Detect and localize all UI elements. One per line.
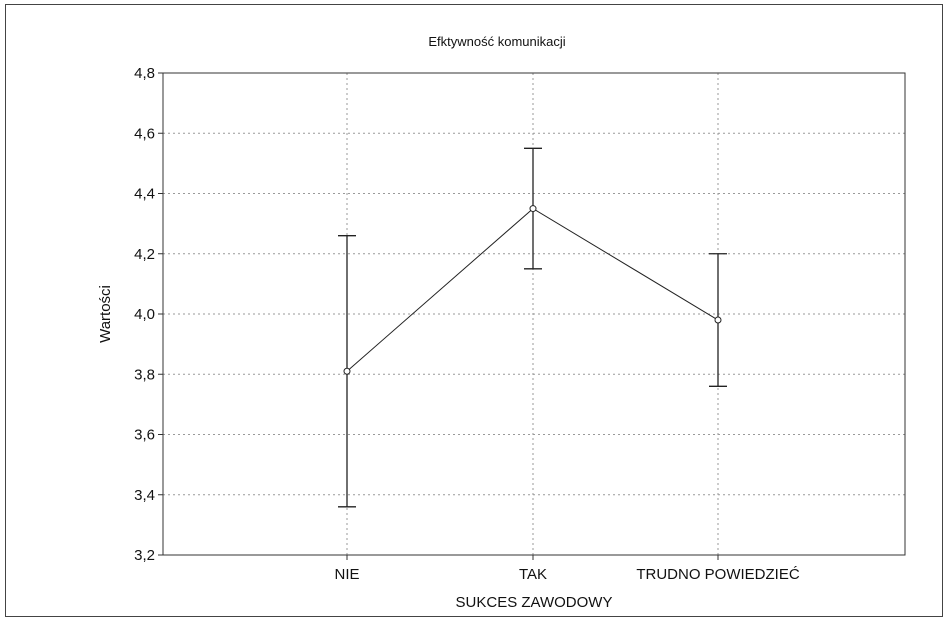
y-tick-label: 4,0	[134, 306, 155, 323]
y-tick-label: 3,8	[134, 366, 155, 383]
y-axis: 3,2 3,4 3,6 3,8 4,0 4,2 4,4 4,6 4,8	[134, 65, 163, 564]
y-tick-label: 4,2	[134, 246, 155, 263]
series-layer	[338, 147, 727, 508]
y-tick-label: 3,4	[134, 487, 155, 504]
y-tick-label: 3,6	[134, 427, 155, 444]
chart-frame	[5, 4, 943, 617]
x-axis: NIE TAK TRUDNO POWIEDZIEĆ	[334, 555, 800, 583]
data-point	[714, 316, 722, 324]
x-tick-label: TAK	[519, 566, 547, 583]
y-tick-label: 4,4	[134, 186, 155, 203]
chart-title: Efktywność komunikacji	[428, 34, 565, 49]
x-axis-label: SUKCES ZAWODOWY	[456, 594, 613, 611]
x-tick-label: TRUDNO POWIEDZIEĆ	[636, 566, 799, 583]
y-tick-label: 3,2	[134, 547, 155, 564]
y-tick-label: 4,8	[134, 65, 155, 82]
data-point	[343, 367, 351, 375]
y-axis-label: Wartości	[97, 285, 114, 343]
data-point	[529, 205, 537, 213]
y-tick-label: 4,6	[134, 125, 155, 142]
x-tick-label: NIE	[334, 566, 359, 583]
grid-layer	[163, 73, 905, 555]
